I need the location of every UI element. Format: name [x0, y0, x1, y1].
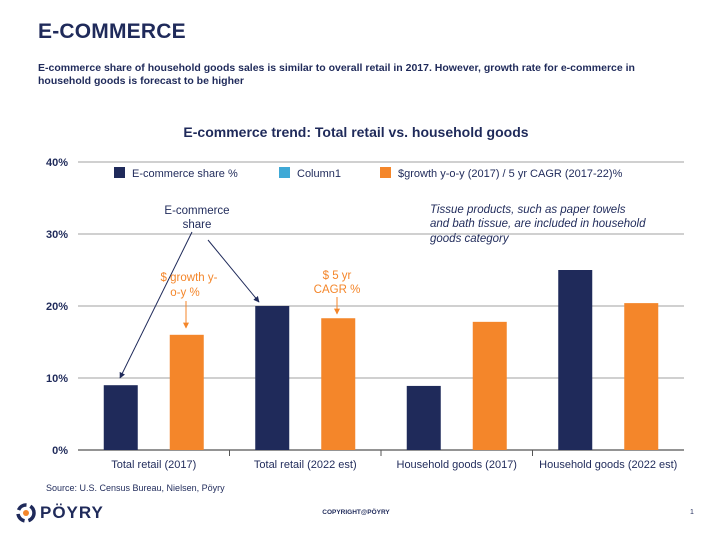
growth-label-line2: o-y %: [170, 287, 199, 299]
bar: [558, 270, 593, 450]
tissue-note-line1: Tissue products, such as paper towels: [430, 204, 626, 216]
x-axis-ticks: Total retail (2017) Total retail (2022 es…: [111, 459, 677, 471]
x-tick-label: Household goods (2022 est): [539, 459, 677, 471]
tissue-note-line2: and bath tissue, are included in househo…: [430, 218, 646, 230]
y-tick-label: 30%: [46, 229, 68, 241]
ecom-share-label-line2: share: [183, 219, 212, 231]
bar: [103, 385, 138, 450]
legend-label: E-commerce share %: [132, 168, 238, 180]
ecom-share-arrow-right: [207, 239, 260, 303]
bar: [472, 321, 507, 450]
slide-title: E-COMMERCE: [38, 20, 186, 43]
bar: [406, 385, 441, 450]
legend-label: Column1: [297, 168, 341, 180]
poyry-logo: PÖYRY: [16, 503, 104, 523]
bar: [321, 318, 356, 450]
tissue-note-line3: goods category: [430, 233, 510, 245]
ecom-share-label-line1: E-commerce: [164, 205, 229, 217]
chart-title: E-commerce trend: Total retail vs. house…: [183, 124, 529, 140]
bar: [624, 303, 659, 450]
slide-subtitle: E-commerce share of household goods sale…: [38, 62, 635, 87]
bar: [255, 306, 290, 450]
y-tick-label: 40%: [46, 157, 68, 169]
y-tick-label: 10%: [46, 373, 68, 385]
cagr-label-line2: CAGR %: [314, 284, 361, 296]
page-number: 1: [690, 509, 694, 516]
bars: [103, 270, 659, 450]
legend-swatch: [279, 167, 290, 178]
source-note: Source: U.S. Census Bureau, Nielsen, Pöy…: [46, 483, 225, 493]
growth-label-line1: $ growth y-: [161, 272, 218, 284]
legend: E-commerce share % Column1 $growth y-o-y (…: [114, 167, 623, 180]
y-tick-label: 0%: [52, 445, 68, 457]
legend-swatch: [114, 167, 125, 178]
ecom-share-annotation: E-commerce share: [119, 205, 260, 379]
legend-label: $growth y-o-y (2017) / 5 yr CAGR (2017-2…: [398, 168, 623, 180]
growth-annotation: $ growth y- o-y %: [161, 272, 218, 329]
x-tick-label: Household goods (2017): [397, 459, 517, 471]
ecom-share-arrow-left: [119, 231, 193, 379]
logo-mark-icon: [16, 503, 36, 523]
x-tick-label: Total retail (2022 est): [254, 459, 357, 471]
logo-text: PÖYRY: [40, 503, 104, 522]
cagr-label-line1: $ 5 yr: [323, 270, 352, 282]
copyright: COPYRIGHT@PÖYRY: [322, 509, 390, 516]
x-tick-label: Total retail (2017): [111, 459, 196, 471]
y-axis-ticks: 0% 10% 20% 30% 40%: [46, 157, 68, 457]
tissue-note: Tissue products, such as paper towels an…: [430, 204, 646, 245]
legend-swatch: [380, 167, 391, 178]
y-tick-label: 20%: [46, 301, 68, 313]
cagr-annotation: $ 5 yr CAGR %: [314, 270, 361, 315]
bar: [169, 334, 204, 450]
